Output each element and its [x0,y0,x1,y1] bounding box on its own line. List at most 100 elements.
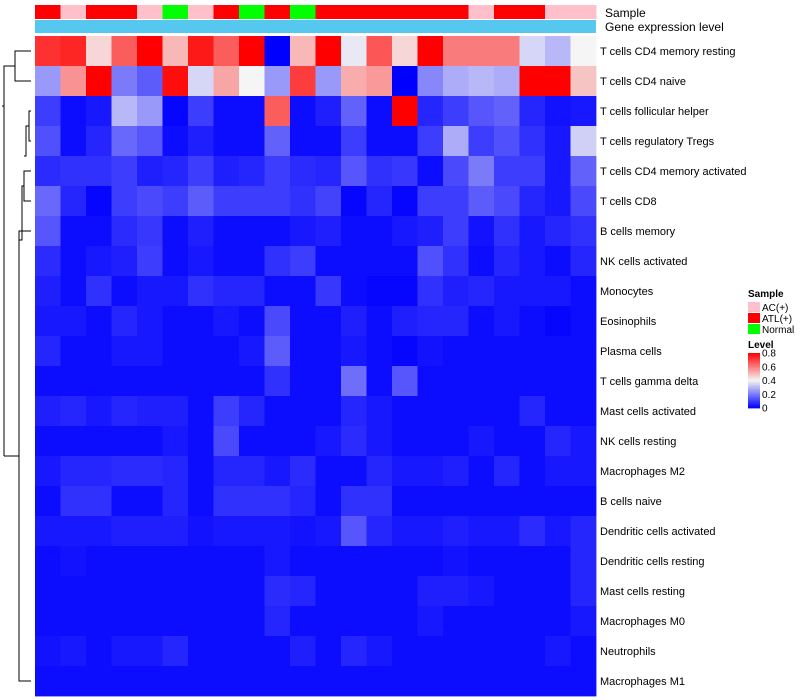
row-dendrogram [2,50,31,682]
heatmap-cell-r7-c16 [417,216,444,247]
heatmap-cell-r21-c16 [417,636,444,667]
heatmap-cell-r22-c1 [35,666,61,697]
heatmap-cell-r22-c15 [392,666,418,697]
heatmap-cell-r1-c6 [162,36,189,67]
heatmap-cell-r9-c19 [494,276,520,307]
heatmap-cell-r19-c14 [366,576,393,607]
heatmap-cell-r20-c5 [137,606,163,637]
level-legend-gradient-step [748,383,760,386]
heatmap-cell-r3-c10 [264,96,291,127]
heatmap-cell-r6-c8 [213,186,240,217]
heatmap-cell-r1-c9 [239,36,265,67]
heatmap-cell-r7-c11 [290,216,316,247]
row-label: Macrophages M2 [600,466,685,478]
heatmap-cell-r3-c13 [341,96,367,127]
heatmap-cell-r17-c15 [392,516,418,547]
heatmap-cell-r21-c22 [570,636,597,667]
heatmap-cell-r7-c17 [443,216,469,247]
heatmap-cell-r13-c13 [341,396,367,427]
heatmap-cell-r8-c3 [86,246,112,277]
row-label: Plasma cells [600,346,662,358]
heatmap-cell-r18-c11 [290,546,316,577]
heatmap-cell-r6-c7 [188,186,214,217]
row-label: T cells gamma delta [600,376,699,388]
heatmap-cell-r18-c10 [264,546,291,577]
heatmap-cell-r21-c10 [264,636,291,667]
sample-cell-12 [315,5,342,19]
heatmap-cell-r13-c20 [519,396,546,427]
heatmap-cell-r4-c10 [264,126,291,157]
heatmap-cell-r20-c17 [443,606,469,637]
heatmap-cell-r18-c17 [443,546,469,577]
heatmap-cell-r4-c4 [111,126,138,157]
level-legend-gradient-step [748,384,760,387]
heatmap-cell-r22-c10 [264,666,291,697]
heatmap-cell-r17-c1 [35,516,61,547]
heatmap-cell-r6-c21 [545,186,571,217]
heatmap-cell-r1-c11 [290,36,316,67]
heatmap-cell-r16-c6 [162,486,189,517]
level-legend-gradient-step [748,358,760,361]
heatmap-cell-r13-c12 [315,396,342,427]
heatmap-cell-r21-c15 [392,636,418,667]
heatmap-cell-r17-c7 [188,516,214,547]
heatmap-cell-r15-c17 [443,456,469,487]
heatmap-cell-r3-c12 [315,96,342,127]
heatmap-cell-r14-c9 [239,426,265,457]
heatmap-cell-r19-c21 [545,576,571,607]
heatmap-cell-r3-c20 [519,96,546,127]
heatmap-cell-r12-c20 [519,366,546,397]
heatmap-cell-r3-c3 [86,96,112,127]
heatmap-cell-r6-c20 [519,186,546,217]
level-legend-gradient-step [748,377,760,380]
heatmap-cell-r1-c4 [111,36,138,67]
heatmap-cell-r10-c2 [60,306,87,337]
heatmap-cell-r9-c6 [162,276,189,307]
heatmap-cell-r16-c9 [239,486,265,517]
heatmap-cell-r20-c16 [417,606,444,637]
gene-expression-bar [35,20,596,33]
heatmap-cell-r16-c2 [60,486,87,517]
heatmap-cell-r8-c8 [213,246,240,277]
heatmap-cell-r15-c5 [137,456,163,487]
heatmap-cell-r18-c12 [315,546,342,577]
row-label: Macrophages M0 [600,616,685,628]
heatmap-cell-r12-c10 [264,366,291,397]
heatmap-cell-r4-c12 [315,126,342,157]
heatmap-cell-r13-c9 [239,396,265,427]
heatmap-cell-r8-c18 [468,246,495,277]
heatmap-cell-r8-c20 [519,246,546,277]
heatmap-cell-r20-c15 [392,606,418,637]
heatmap-cell-r8-c10 [264,246,291,277]
heatmap-cell-r1-c12 [315,36,342,67]
heatmap-cell-r19-c11 [290,576,316,607]
heatmap-cell-r8-c13 [341,246,367,277]
heatmap-cell-r15-c1 [35,456,61,487]
heatmap-cell-r4-c22 [570,126,597,157]
heatmap-cell-r19-c9 [239,576,265,607]
heatmap-cell-r19-c13 [341,576,367,607]
sample-cell-15 [392,5,418,19]
level-legend-gradient-step [748,391,760,394]
heatmap-cell-r18-c14 [366,546,393,577]
sample-cell-8 [213,5,240,19]
heatmap-cell-r15-c2 [60,456,87,487]
heatmap-cell-r15-c22 [570,456,597,487]
level-legend-gradient-step [748,379,760,381]
heatmap-cell-r22-c9 [239,666,265,697]
heatmap-cell-r12-c8 [213,366,240,397]
heatmap-cell-r8-c9 [239,246,265,277]
heatmap-cell-r14-c21 [545,426,571,457]
heatmap-cell-r15-c21 [545,456,571,487]
heatmap-cell-r2-c7 [188,66,214,97]
heatmap-cell-r22-c11 [290,666,316,697]
heatmap-cell-r2-c20 [519,66,546,97]
heatmap-cell-r13-c10 [264,396,291,427]
heatmap-cell-r1-c19 [494,36,520,67]
heatmap-cell-r1-c3 [86,36,112,67]
heatmap-cell-r12-c19 [494,366,520,397]
heatmap-cell-r1-c7 [188,36,214,67]
row-label: T cells regulatory Tregs [600,136,715,148]
sample-cell-22 [570,5,597,19]
heatmap-cell-r19-c15 [392,576,418,607]
